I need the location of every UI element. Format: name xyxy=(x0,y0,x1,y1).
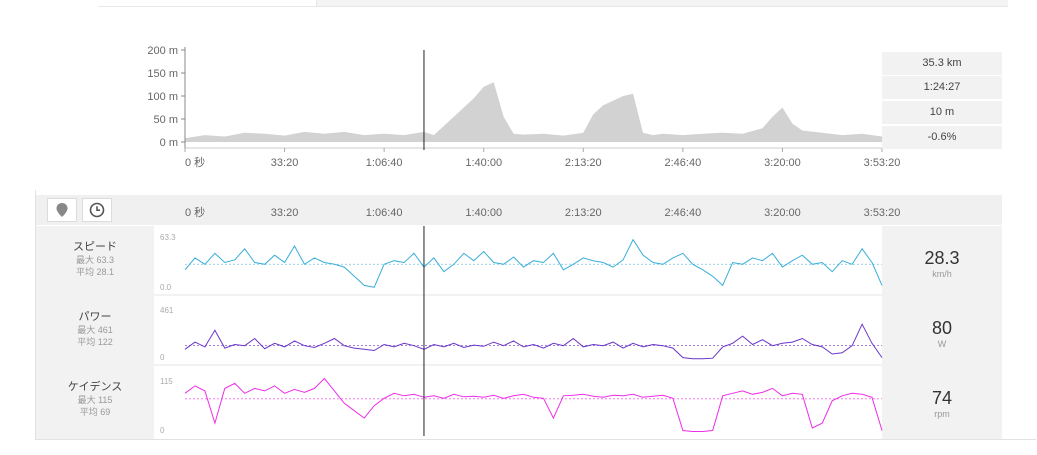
elevation-x-tick-label: 1:40:00 xyxy=(465,157,502,169)
elevation-x-tick-label: 3:20:00 xyxy=(764,157,801,169)
cadence-name: ケイデンス xyxy=(67,381,123,393)
timeline-tick-label: 33:20 xyxy=(271,207,299,219)
speed-name: スピード xyxy=(73,241,117,253)
speed-axis-min: 0.0 xyxy=(160,283,172,292)
power-label-cell: パワー 最大 461 平均 122 xyxy=(36,296,154,364)
speed-axis-max: 63.3 xyxy=(160,233,176,242)
cadence-label-cell: ケイデンス 最大 115 平均 69 xyxy=(36,366,154,439)
cadence-value: 74 xyxy=(931,388,953,408)
elevation-y-tick-label: 150 m xyxy=(147,68,178,80)
map-marker-icon xyxy=(56,203,68,217)
clock-icon xyxy=(89,202,105,218)
power-value: 80 xyxy=(931,318,953,338)
cadence-unit: rpm xyxy=(934,409,950,419)
top-card-tab[interactable] xyxy=(98,0,317,6)
timeline-tick-label: 0 秒 xyxy=(185,205,205,219)
power-series-line xyxy=(184,323,883,360)
timeline-bar xyxy=(36,195,1002,225)
elevation-y-tick-label: 50 m xyxy=(154,114,178,126)
power-value-cell: 80 W xyxy=(882,296,1002,364)
cadence-max: 最大 115 xyxy=(77,395,113,405)
timeline-tick-label: 1:06:40 xyxy=(366,207,403,219)
timeline-tick-label: 2:46:40 xyxy=(665,207,702,219)
elevation-x-tick-label: 2:13:20 xyxy=(565,157,602,169)
elevation-x-tick-label: 3:53:20 xyxy=(864,157,901,169)
timeline-tick-label: 1:40:00 xyxy=(465,207,502,219)
elevation-x-tick-label: 1:06:40 xyxy=(366,157,403,169)
speed-series-line xyxy=(184,238,883,288)
cadence-value-cell: 74 rpm xyxy=(882,366,1002,439)
elevation-y-tick-label: 200 m xyxy=(147,45,178,57)
cadence-axis-max: 115 xyxy=(160,377,173,386)
speed-label-cell: スピード 最大 63.3 平均 28.1 xyxy=(36,226,154,294)
summary-grade: -0.6% xyxy=(882,126,1002,149)
summary-elevation-gain: 10 m xyxy=(882,101,1002,124)
speed-value: 28.3 xyxy=(924,248,960,268)
map-toggle-button[interactable] xyxy=(47,198,77,222)
summary-distance: 35.3 km xyxy=(882,52,1002,75)
power-unit: W xyxy=(937,339,947,349)
timeline-tick-label: 3:53:20 xyxy=(864,207,901,219)
speed-chart-area xyxy=(155,226,882,294)
panel-bottom-border xyxy=(36,439,1036,440)
timeline-tick-label: 3:20:00 xyxy=(764,207,801,219)
elevation-x-tick-label: 2:46:40 xyxy=(665,157,702,169)
speed-avg: 平均 28.1 xyxy=(75,267,115,277)
power-avg: 平均 122 xyxy=(77,337,113,347)
elevation-chart[interactable]: 200 m 150 m 100 m 50 m 0 m 0 秒 33:20 1:06:40 1:… xyxy=(0,0,1037,190)
speed-max: 最大 63.3 xyxy=(75,255,115,265)
clock-toggle-button[interactable] xyxy=(82,198,112,222)
cadence-series-line xyxy=(184,377,883,432)
cadence-chart-area xyxy=(155,366,882,439)
power-axis-min: 0 xyxy=(160,353,165,362)
power-chart-area xyxy=(155,296,882,364)
elevation-area xyxy=(185,82,882,142)
power-name: パワー xyxy=(78,311,112,323)
speed-value-cell: 28.3 km/h xyxy=(882,226,1002,294)
cadence-axis-min: 0 xyxy=(160,426,165,435)
panel-left-border xyxy=(35,190,36,440)
timeline-tick-label: 2:13:20 xyxy=(565,207,602,219)
power-axis-max: 461 xyxy=(160,306,174,315)
summary-duration: 1:24:27 xyxy=(882,76,1002,99)
power-max: 最大 461 xyxy=(77,325,113,335)
top-card xyxy=(98,0,1008,7)
elevation-x-tick-label: 33:20 xyxy=(271,157,299,169)
elevation-y-tick-label: 0 m xyxy=(160,137,178,149)
elevation-x-tick-label: 0 秒 xyxy=(185,155,205,169)
elevation-y-tick-label: 100 m xyxy=(147,91,178,103)
cadence-avg: 平均 69 xyxy=(79,407,111,417)
speed-unit: km/h xyxy=(932,269,952,279)
